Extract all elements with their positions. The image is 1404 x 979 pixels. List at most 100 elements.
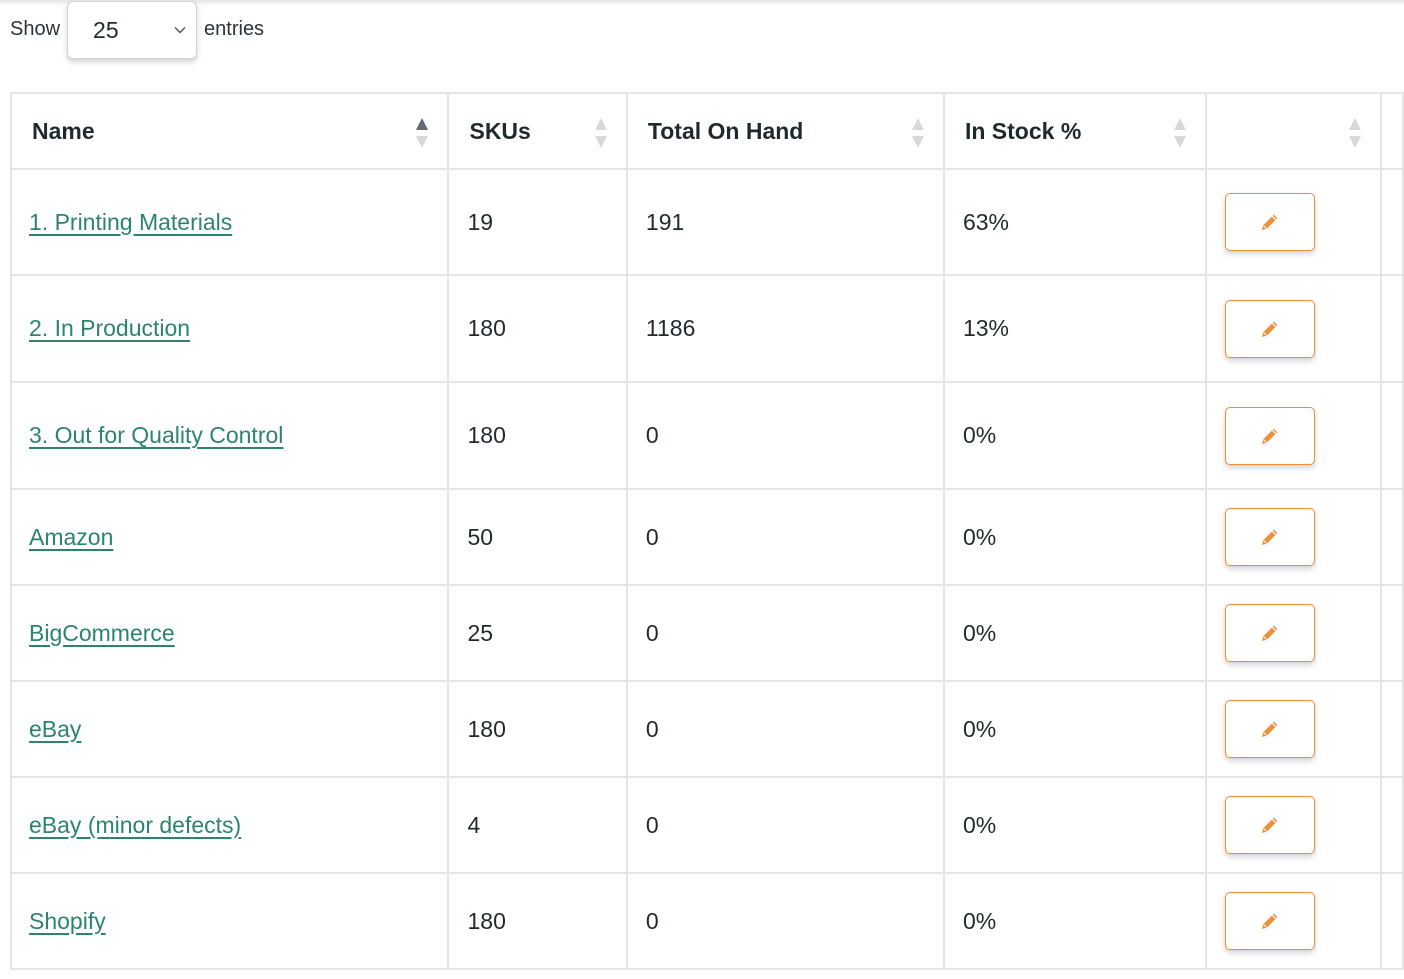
- cell-skus: 50: [447, 488, 628, 586]
- cell-name: eBay: [9, 680, 450, 778]
- edit-button[interactable]: [1225, 299, 1316, 358]
- cell-name: eBay (minor defects): [9, 776, 450, 874]
- column-header-label: In Stock %: [964, 117, 1082, 144]
- pencil-icon: [1262, 529, 1278, 545]
- entries-length-control: Show 25 entries: [10, 0, 264, 60]
- cell-in-stock: 63%: [942, 168, 1208, 276]
- column-header-overflow: [1379, 92, 1404, 170]
- cell-total-on-hand: 0: [625, 381, 945, 490]
- cell-name: BigCommerce: [9, 584, 450, 682]
- sort-arrows-icon: [1348, 118, 1361, 148]
- column-header-skus[interactable]: SKUs: [447, 92, 628, 170]
- cell-in-stock: 0%: [942, 381, 1208, 490]
- location-link[interactable]: 3. Out for Quality Control: [29, 422, 284, 448]
- edit-button[interactable]: [1225, 796, 1316, 854]
- cell-actions: [1205, 168, 1382, 276]
- cell-name: 3. Out for Quality Control: [9, 381, 450, 490]
- cell-skus: 180: [447, 381, 628, 490]
- cell-actions: [1205, 381, 1382, 490]
- edit-button[interactable]: [1225, 700, 1316, 758]
- location-link[interactable]: 1. Printing Materials: [29, 208, 233, 235]
- edit-button[interactable]: [1225, 508, 1316, 566]
- cell-total-on-hand: 0: [625, 776, 945, 874]
- cell-overflow: [1379, 776, 1404, 874]
- cell-skus: 19: [447, 168, 628, 276]
- location-link[interactable]: eBay: [29, 715, 82, 742]
- location-link[interactable]: eBay (minor defects): [29, 811, 242, 838]
- cell-actions: [1205, 488, 1382, 586]
- pencil-icon: [1262, 214, 1278, 230]
- edit-button[interactable]: [1225, 892, 1316, 950]
- cell-total-on-hand: 1186: [625, 274, 945, 383]
- cell-overflow: [1379, 488, 1404, 586]
- cell-total-on-hand: 0: [625, 584, 945, 682]
- cell-overflow: [1379, 872, 1404, 970]
- cell-skus: 180: [447, 872, 628, 970]
- sort-arrows-icon: [594, 118, 607, 148]
- pencil-icon: [1262, 321, 1278, 337]
- cell-total-on-hand: 191: [625, 168, 945, 276]
- table-header-row: Name SKUs Total On Hand In Stock %: [9, 92, 1404, 170]
- edit-button[interactable]: [1225, 406, 1316, 465]
- cell-skus: 4: [447, 776, 628, 874]
- cell-actions: [1205, 680, 1382, 778]
- pencil-icon: [1262, 817, 1278, 833]
- cell-name: 2. In Production: [9, 274, 450, 383]
- cell-actions: [1205, 872, 1382, 970]
- cell-overflow: [1379, 168, 1404, 276]
- location-link[interactable]: Amazon: [29, 523, 114, 550]
- entries-label: entries: [204, 17, 265, 40]
- table-row: 2. In Production 180 1186 13%: [9, 274, 1404, 383]
- cell-in-stock: 0%: [942, 488, 1208, 586]
- entries-select[interactable]: 25: [67, 1, 198, 59]
- edit-button[interactable]: [1225, 193, 1316, 251]
- cell-name: Amazon: [9, 488, 450, 586]
- table-row: eBay 180 0 0%: [9, 680, 1404, 778]
- table-row: BigCommerce 25 0 0%: [9, 584, 1404, 682]
- show-label: Show: [10, 17, 61, 40]
- cell-overflow: [1379, 584, 1404, 682]
- column-header-label: Total On Hand: [647, 117, 804, 144]
- pencil-icon: [1262, 428, 1278, 444]
- cell-actions: [1205, 274, 1382, 383]
- table-row: Shopify 180 0 0%: [9, 872, 1404, 970]
- table-row: Amazon 50 0 0%: [9, 488, 1404, 586]
- cell-overflow: [1379, 680, 1404, 778]
- table-body: 1. Printing Materials 19 191 63% 2. In Produ…: [9, 168, 1404, 970]
- sort-arrows-icon: [416, 118, 429, 148]
- table-row: 3. Out for Quality Control 180 0 0%: [9, 381, 1404, 490]
- location-link[interactable]: 2. In Production: [29, 315, 191, 341]
- column-header-label: SKUs: [469, 117, 531, 144]
- cell-in-stock: 0%: [942, 680, 1208, 778]
- chevron-down-icon: [174, 27, 186, 34]
- cell-name: Shopify: [9, 872, 450, 970]
- cell-total-on-hand: 0: [625, 680, 945, 778]
- cell-skus: 25: [447, 584, 628, 682]
- column-header-label: Name: [32, 117, 95, 144]
- column-header-total-on-hand[interactable]: Total On Hand: [625, 92, 945, 170]
- cell-overflow: [1379, 274, 1404, 383]
- sort-arrows-icon: [911, 118, 924, 148]
- cell-total-on-hand: 0: [625, 872, 945, 970]
- top-shadow: [0, 0, 1404, 6]
- column-header-in-stock[interactable]: In Stock %: [942, 92, 1208, 170]
- location-link[interactable]: Shopify: [29, 907, 106, 934]
- edit-button[interactable]: [1225, 604, 1316, 662]
- locations-table: Name SKUs Total On Hand In Stock % 1. Print…: [9, 92, 1404, 970]
- table-row: eBay (minor defects) 4 0 0%: [9, 776, 1404, 874]
- cell-overflow: [1379, 381, 1404, 490]
- location-link[interactable]: BigCommerce: [29, 619, 175, 646]
- cell-skus: 180: [447, 274, 628, 383]
- cell-actions: [1205, 776, 1382, 874]
- cell-name: 1. Printing Materials: [9, 168, 450, 276]
- cell-in-stock: 0%: [942, 584, 1208, 682]
- pencil-icon: [1262, 721, 1278, 737]
- column-header-actions[interactable]: [1205, 92, 1382, 170]
- sort-arrows-icon: [1174, 118, 1187, 148]
- cell-actions: [1205, 584, 1382, 682]
- cell-in-stock: 0%: [942, 776, 1208, 874]
- cell-skus: 180: [447, 680, 628, 778]
- pencil-icon: [1262, 625, 1278, 641]
- column-header-name[interactable]: Name: [9, 92, 450, 170]
- table-row: 1. Printing Materials 19 191 63%: [9, 168, 1404, 276]
